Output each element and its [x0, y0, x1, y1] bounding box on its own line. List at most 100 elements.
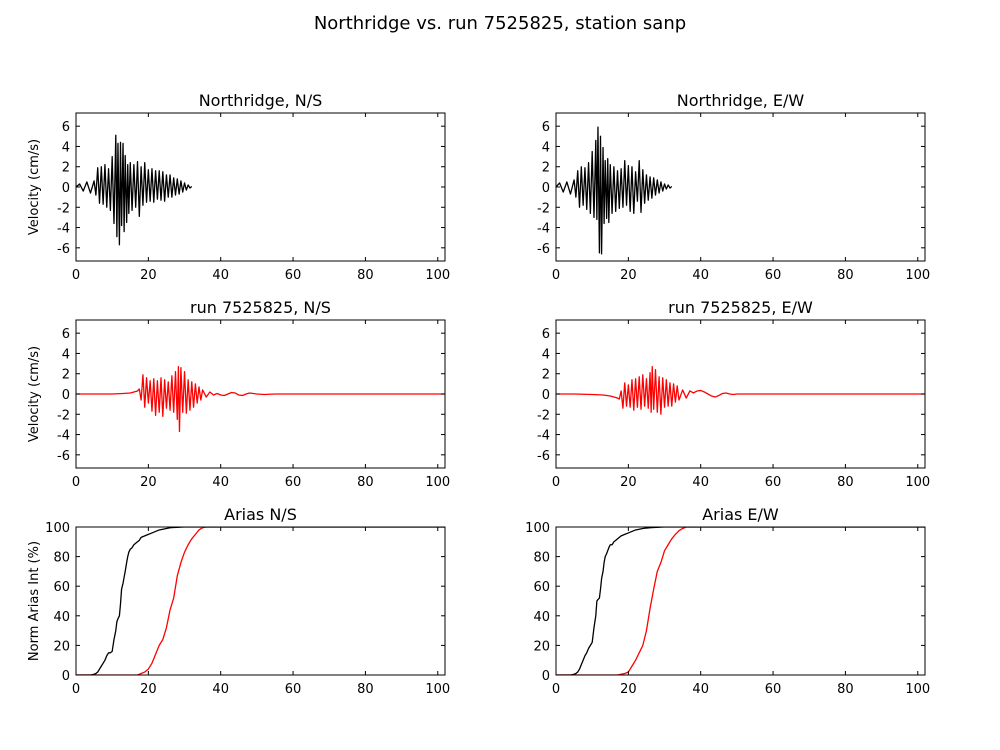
y-tick-label: -2 [57, 408, 70, 423]
y-tick-label: 100 [525, 521, 550, 536]
y-tick-label: -6 [537, 449, 550, 464]
axes-frame [555, 526, 926, 676]
x-tick-label: 100 [905, 682, 930, 697]
x-tick-label: 60 [285, 268, 302, 283]
y-tick-label: 2 [542, 161, 550, 176]
x-tick-label: 80 [837, 475, 854, 490]
y-tick-label: 6 [62, 327, 70, 342]
panel-ns-observed: 0 20 40 60 80 100 -6 -4 -2 0 2 4 6 Northridge, N/S Vel… [27, 91, 450, 283]
y-tick-label: -4 [57, 222, 70, 237]
x-tick-label: 20 [140, 475, 157, 490]
panel-ew-observed: 0 20 40 60 80 100 -6 -4 -2 0 2 4 6 Northridge, E/W [537, 91, 930, 283]
y-tick-label: 4 [542, 140, 550, 155]
y-tick-label: -2 [537, 201, 550, 216]
y-tick-label: 6 [542, 120, 550, 135]
x-tick-label: 80 [357, 682, 374, 697]
panel-title: run 7525825, N/S [190, 298, 331, 317]
series-line-0 [76, 527, 445, 675]
x-tick-label: 100 [425, 682, 450, 697]
y-tick-label: 20 [533, 639, 550, 654]
panel-arias-ew: 0 20 40 60 80 100 0 20 40 60 80 100 Arias E/W [525, 505, 930, 697]
panel-title: Arias N/S [224, 505, 297, 524]
x-tick-label: 0 [72, 475, 80, 490]
x-tick-label: 20 [620, 268, 637, 283]
series-line-1 [556, 527, 925, 675]
x-tick-label: 80 [837, 268, 854, 283]
x-tick-label: 20 [620, 475, 637, 490]
y-tick-label: 60 [533, 580, 550, 595]
y-tick-label: 60 [53, 580, 70, 595]
y-tick-label: -4 [537, 222, 550, 237]
x-tick-label: 40 [212, 268, 229, 283]
x-tick-label: 20 [620, 682, 637, 697]
y-tick-label: 6 [542, 327, 550, 342]
y-tick-label: 0 [542, 388, 550, 403]
x-tick-label: 100 [905, 268, 930, 283]
x-tick-label: 0 [72, 268, 80, 283]
series-line-1 [76, 527, 445, 675]
x-tick-label: 40 [692, 682, 709, 697]
y-tick-label: -2 [57, 201, 70, 216]
y-tick-label: 0 [62, 388, 70, 403]
series-line-0 [556, 527, 925, 675]
y-tick-label: 40 [53, 610, 70, 625]
y-tick-label: 4 [542, 347, 550, 362]
y-tick-label: 0 [542, 181, 550, 196]
y-tick-label: -6 [57, 449, 70, 464]
y-tick-label: 80 [533, 551, 550, 566]
x-tick-label: 80 [357, 268, 374, 283]
x-tick-label: 100 [905, 475, 930, 490]
x-tick-label: 60 [285, 682, 302, 697]
x-tick-label: 80 [357, 475, 374, 490]
x-tick-label: 80 [837, 682, 854, 697]
y-axis-label: Norm Arias Int (%) [27, 541, 42, 661]
x-tick-label: 60 [285, 475, 302, 490]
y-tick-label: 2 [542, 368, 550, 383]
x-tick-label: 20 [140, 682, 157, 697]
y-tick-label: 0 [62, 181, 70, 196]
x-tick-label: 0 [552, 268, 560, 283]
series-line-0 [76, 134, 193, 246]
figure-title: Northridge vs. run 7525825, station sanp [314, 13, 686, 34]
x-tick-label: 0 [552, 475, 560, 490]
y-tick-label: -4 [537, 429, 550, 444]
x-tick-label: 0 [552, 682, 560, 697]
panel-arias-ns: 0 20 40 60 80 100 0 20 40 60 80 100 Arias N/S Norm Ar… [27, 505, 450, 697]
x-tick-label: 40 [692, 475, 709, 490]
axes-frame [75, 526, 446, 676]
panel-title: Arias E/W [702, 505, 779, 524]
y-axis-label: Velocity (cm/s) [27, 346, 42, 442]
x-tick-label: 100 [425, 475, 450, 490]
y-tick-label: 6 [62, 120, 70, 135]
series-line-0 [556, 126, 673, 255]
x-tick-label: 100 [425, 268, 450, 283]
panel-title: Northridge, E/W [677, 91, 805, 110]
y-tick-label: 0 [542, 669, 550, 684]
y-axis-label: Velocity (cm/s) [27, 139, 42, 235]
y-tick-label: 100 [45, 521, 70, 536]
panel-title: run 7525825, E/W [668, 298, 813, 317]
x-tick-label: 60 [765, 682, 782, 697]
series-line-0 [76, 365, 445, 433]
x-tick-label: 60 [765, 268, 782, 283]
x-tick-label: 0 [72, 682, 80, 697]
x-tick-label: 40 [212, 682, 229, 697]
y-tick-label: 0 [62, 669, 70, 684]
panel-title: Northridge, N/S [199, 91, 323, 110]
x-tick-label: 60 [765, 475, 782, 490]
y-tick-label: -6 [57, 242, 70, 257]
panel-ew-simulated: 0 20 40 60 80 100 -6 -4 -2 0 2 4 6 run 7525825, E/W [537, 298, 930, 490]
y-tick-label: 4 [62, 347, 70, 362]
y-tick-label: 80 [53, 551, 70, 566]
y-tick-label: -6 [537, 242, 550, 257]
y-tick-label: -2 [537, 408, 550, 423]
y-tick-label: 2 [62, 161, 70, 176]
y-tick-label: 4 [62, 140, 70, 155]
x-tick-label: 40 [212, 475, 229, 490]
series-line-0 [556, 365, 925, 415]
panel-ns-simulated: 0 20 40 60 80 100 -6 -4 -2 0 2 4 6 run 7525825, N/S Ve… [27, 298, 450, 490]
y-tick-label: 20 [53, 639, 70, 654]
x-tick-label: 20 [140, 268, 157, 283]
